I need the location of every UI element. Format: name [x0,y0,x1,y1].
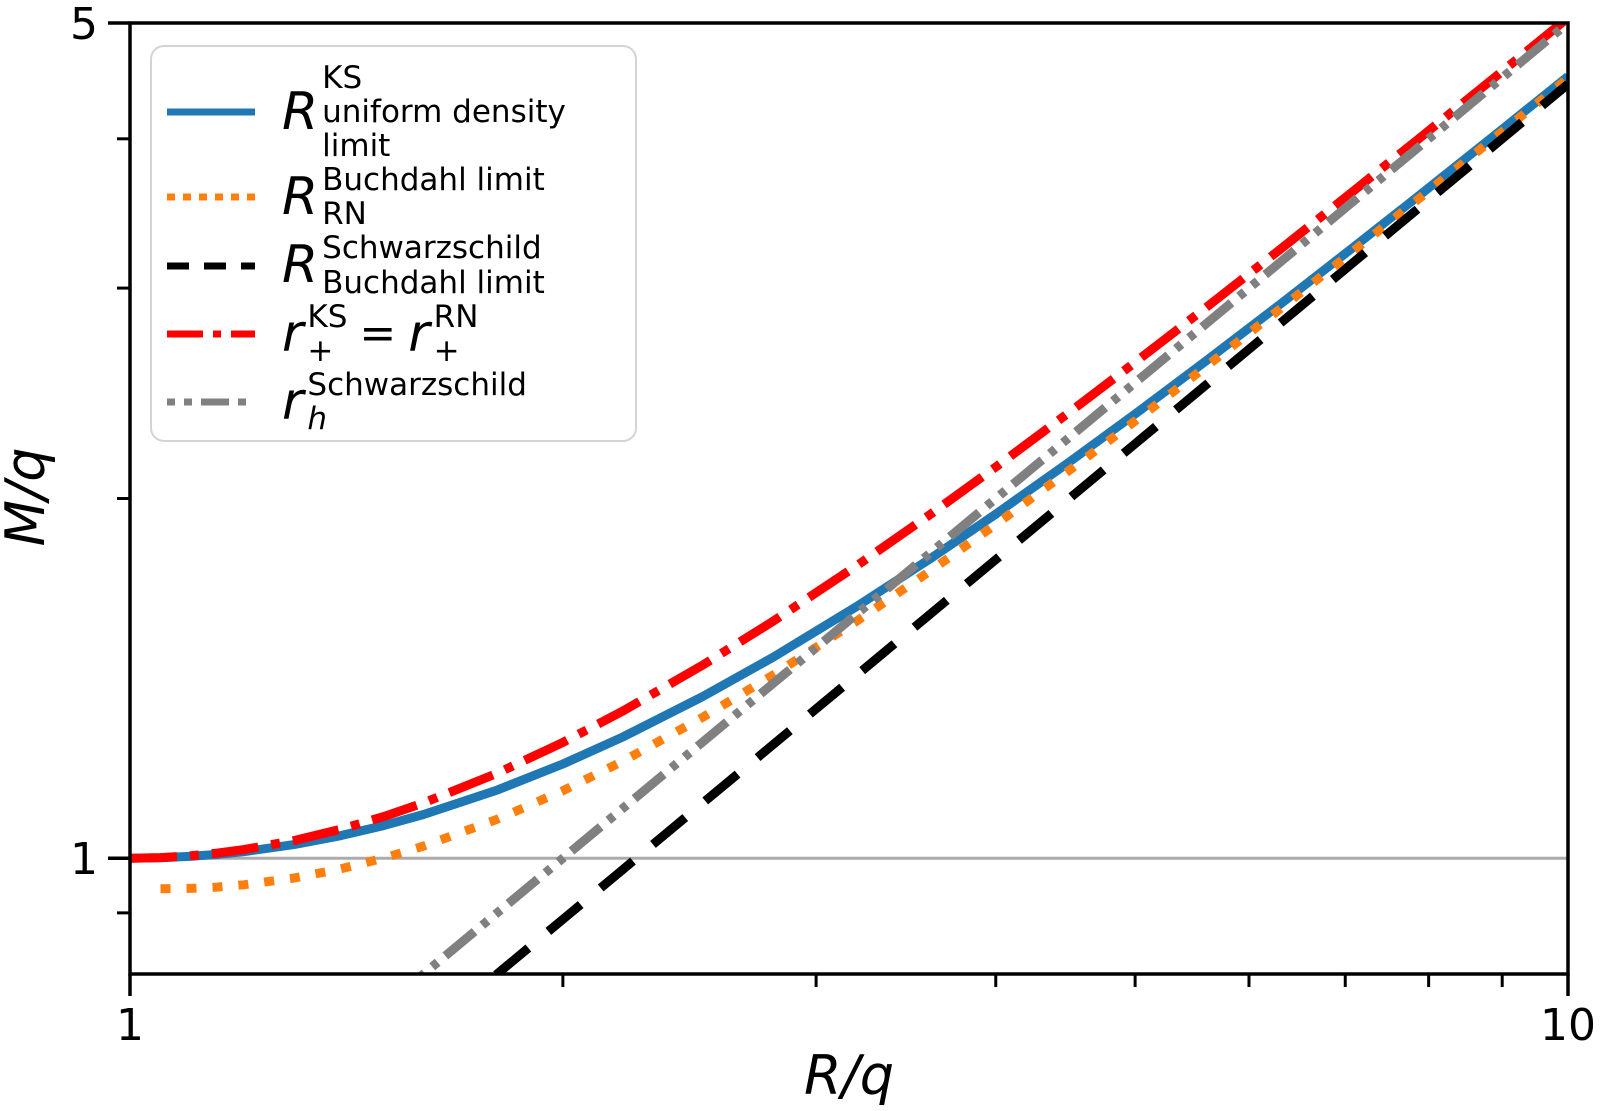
legend-entry-label: r KS + = r RN + [282,300,478,368]
x-axis-label: R/q [804,1044,894,1107]
subscript-text: RN [322,196,367,233]
y-axis-label: M/q [0,447,57,546]
x-tick-label: 1 [116,1000,144,1051]
legend-entry-label: R Buchdahl limit RN [282,163,545,231]
legend-entry-label: R Schwarzschild Buchdahl limit [282,231,545,299]
legend-entry-horizon-equality: r KS + = r RN + [166,300,627,368]
legend-entry-label: R KS uniform density limit [282,61,627,163]
legend-line-sample-icon [167,262,255,270]
symbol-scripts: RN + [434,300,479,368]
legend-line-sample-icon [167,398,255,406]
axis-ticks [108,21,1570,996]
symbol-scripts: Buchdahl limit RN [322,163,545,231]
symbol-letter: r [282,371,304,432]
legend-line-sample-icon [167,193,255,201]
y-tick-label: 5 [70,0,98,50]
symbol-letter: R [282,82,319,143]
symbol-letter: R [282,167,319,228]
legend-entry-schwarzschild-buchdahl: R Schwarzschild Buchdahl limit [166,231,627,300]
subscript-text: h [307,400,328,437]
symbol-scripts: Schwarzschild h [307,368,526,436]
equals-sign: = [359,307,397,359]
series-line-r_h_Schwarzschild [416,23,1568,974]
subscript-text: + [307,332,334,369]
legend-line-sample-icon [167,108,255,116]
x-tick-label: 10 [1540,1000,1596,1051]
series-line-r_plus_KS_equals_r_plus_RN [130,23,1568,863]
legend-entry-ks-uniform-density: R KS uniform density limit [166,61,627,163]
symbol-scripts: KS + [307,300,347,368]
superscript-text: RN [433,298,479,335]
superscript-text: KS [322,60,363,96]
legend-entry-schwarzschild-horizon: r Schwarzschild h [166,368,627,436]
legend: R KS uniform density limit R Buchdahl limit R… [150,45,637,442]
superscript-text: Buchdahl limit [322,162,545,199]
legend-entry-label: r Schwarzschild h [282,368,527,436]
legend-entry-rn-buchdahl: R Buchdahl limit RN [166,163,627,231]
subscript-text: uniform density limit [322,94,566,165]
subscript-text: Buchdahl limit [322,264,545,301]
symbol-scripts: KS uniform density limit [322,61,627,163]
curves-group [130,23,1568,974]
y-tick-label: 1 [70,834,98,885]
superscript-text: Schwarzschild [322,230,542,267]
symbol-letter: r [408,303,430,364]
legend-line-sample-icon [167,330,255,338]
symbol-scripts: Schwarzschild Buchdahl limit [322,231,545,299]
superscript-text: Schwarzschild [307,366,527,403]
symbol-letter: R [282,235,319,296]
symbol-letter: r [282,303,304,364]
subscript-text: + [433,332,460,369]
superscript-text: KS [307,298,348,335]
